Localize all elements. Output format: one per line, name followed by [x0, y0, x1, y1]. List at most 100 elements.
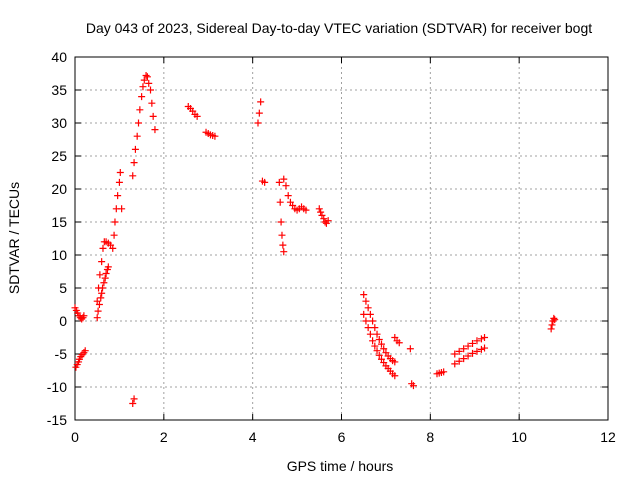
data-point [455, 347, 463, 355]
data-point [118, 205, 126, 213]
data-point [380, 345, 388, 353]
data-point [278, 231, 286, 239]
y-tick-label: 35 [51, 82, 67, 98]
data-point [138, 93, 146, 101]
data-point [451, 360, 459, 368]
data-point [324, 217, 332, 225]
data-point [369, 317, 377, 325]
series-arc-7 [202, 128, 219, 140]
data-points [71, 71, 559, 407]
y-tick-label: 0 [59, 313, 67, 329]
y-tick-label: 5 [59, 280, 67, 296]
data-point [130, 159, 138, 167]
data-point [395, 339, 403, 347]
series-arc-5b [129, 71, 159, 180]
data-point [473, 337, 481, 345]
data-point [440, 368, 448, 376]
data-point [97, 294, 105, 302]
series-arc-4 [110, 169, 126, 239]
y-tick-label: 30 [51, 115, 67, 131]
data-point [547, 325, 555, 333]
data-point [279, 241, 287, 249]
data-point [131, 145, 139, 153]
x-tick-label: 0 [71, 429, 79, 445]
data-point [371, 324, 379, 332]
data-point [136, 106, 144, 114]
x-axis-label: GPS time / hours [287, 458, 394, 474]
data-point [280, 175, 288, 183]
data-point [111, 218, 119, 226]
data-point [80, 312, 88, 320]
data-point [481, 334, 489, 341]
data-point [211, 132, 219, 140]
y-tick-label: -10 [47, 379, 67, 395]
data-point [318, 211, 326, 219]
data-point [254, 119, 262, 127]
data-point [148, 99, 156, 107]
data-point [477, 345, 485, 353]
data-point [130, 395, 138, 403]
data-point [391, 358, 399, 366]
data-point [93, 297, 101, 305]
series-arc-19 [547, 314, 559, 333]
data-point [369, 337, 377, 345]
series-arc-13 [360, 310, 399, 380]
series-arc-5a [129, 395, 138, 407]
chart-title: Day 043 of 2023, Sidereal Day-to-day VTE… [86, 20, 592, 36]
x-tick-label: 2 [160, 429, 168, 445]
y-tick-label: 20 [51, 181, 67, 197]
series-arc-3 [93, 238, 117, 305]
data-point [139, 83, 147, 91]
y-tick-label: -15 [47, 412, 67, 428]
y-axis-label: SDTVAR / TECUs [6, 182, 22, 294]
data-point [81, 347, 89, 355]
series-arc-14 [391, 334, 403, 347]
y-tick-label: 15 [51, 214, 67, 230]
data-point [255, 109, 263, 117]
data-point [377, 340, 385, 348]
x-tick-label: 4 [249, 429, 257, 445]
data-point [373, 330, 381, 338]
data-point [115, 178, 123, 186]
series-arc-11 [315, 205, 332, 227]
data-point [362, 297, 370, 305]
data-point [375, 335, 383, 343]
data-point [143, 73, 151, 81]
data-point [275, 178, 283, 186]
data-point [373, 347, 381, 355]
data-point [102, 269, 110, 277]
data-point [551, 316, 559, 324]
x-tick-label: 8 [426, 429, 434, 445]
x-tick-label: 12 [600, 429, 616, 445]
data-point [409, 382, 417, 390]
data-point [99, 244, 107, 252]
data-point [473, 347, 481, 355]
y-tick-label: 25 [51, 148, 67, 164]
data-point [104, 263, 112, 271]
series-arc-15 [406, 345, 417, 390]
data-point [277, 218, 285, 226]
data-point [129, 400, 137, 407]
data-point [135, 119, 143, 127]
data-point [317, 208, 325, 216]
data-point [366, 330, 374, 338]
data-point [149, 112, 157, 120]
data-point [360, 310, 368, 318]
data-point [477, 335, 485, 343]
data-point [95, 284, 103, 292]
data-point [280, 248, 288, 256]
data-point [284, 192, 292, 200]
series-arc-9 [275, 178, 288, 256]
data-point [145, 79, 153, 87]
data-point [151, 126, 159, 134]
data-point [375, 351, 383, 359]
data-point [406, 345, 414, 353]
data-point [129, 172, 137, 180]
data-point [261, 178, 269, 186]
data-point [550, 314, 558, 322]
data-point [193, 112, 201, 120]
data-point [302, 206, 310, 214]
y-tick-label: 40 [51, 49, 67, 65]
grid [75, 57, 608, 420]
